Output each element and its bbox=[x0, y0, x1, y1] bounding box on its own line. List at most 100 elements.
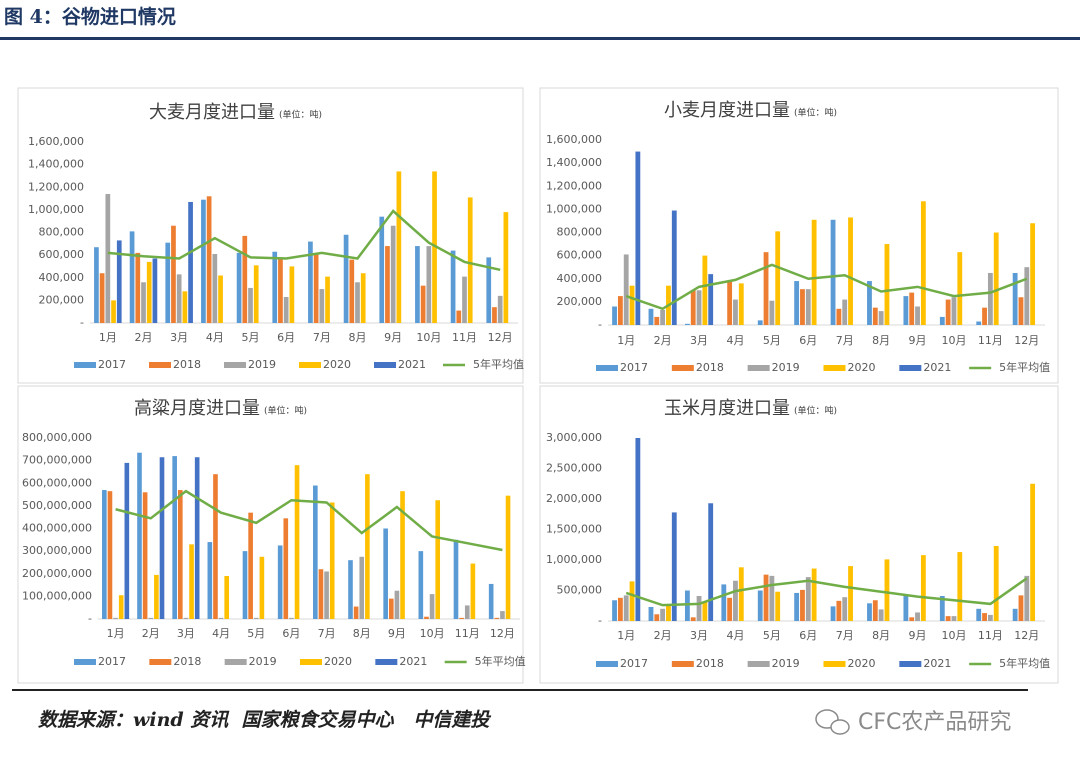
bar bbox=[450, 250, 456, 323]
x-tick-label: 12月 bbox=[1014, 334, 1039, 347]
bar bbox=[467, 197, 473, 323]
header-rule bbox=[0, 37, 1080, 40]
y-tick-label: 1,200,000 bbox=[28, 180, 84, 193]
chart-subtitle: (单位：吨) bbox=[279, 109, 322, 121]
bar bbox=[987, 614, 993, 621]
average-line bbox=[115, 489, 503, 552]
bar bbox=[253, 617, 259, 619]
bar bbox=[503, 212, 509, 323]
legend-swatch bbox=[74, 659, 96, 665]
legend-swatch bbox=[596, 365, 618, 371]
bar bbox=[915, 612, 920, 621]
bar bbox=[492, 307, 497, 323]
x-tick-label: 11月 bbox=[455, 627, 480, 640]
y-tick-label: - bbox=[598, 614, 602, 627]
x-tick-label: 10月 bbox=[420, 627, 445, 640]
bar bbox=[152, 258, 158, 323]
chart-subtitle: (单位：吨) bbox=[794, 405, 837, 417]
y-tick-label: 1,400,000 bbox=[546, 156, 602, 169]
legend-label: 2021 bbox=[398, 358, 426, 371]
bar bbox=[248, 287, 253, 323]
bar bbox=[920, 555, 926, 621]
y-tick-label: 100,000,000 bbox=[22, 589, 92, 602]
bar bbox=[794, 281, 800, 325]
bar bbox=[805, 577, 811, 621]
bar bbox=[201, 199, 206, 323]
bar bbox=[867, 281, 872, 325]
x-tick-label: 8月 bbox=[872, 629, 890, 642]
bar bbox=[218, 275, 223, 323]
x-tick-label: 7月 bbox=[836, 629, 854, 642]
y-tick-label: 400,000 bbox=[557, 272, 603, 285]
bar bbox=[289, 617, 294, 619]
legend-label: 2018 bbox=[173, 655, 201, 668]
bar bbox=[660, 608, 666, 621]
bar bbox=[459, 617, 464, 619]
bar bbox=[283, 518, 289, 619]
bar bbox=[884, 559, 890, 621]
bar bbox=[224, 576, 230, 619]
watermark: CFC农产品研究 bbox=[858, 710, 1011, 735]
bar bbox=[111, 300, 116, 323]
legend-swatch bbox=[374, 362, 396, 368]
bar bbox=[721, 584, 727, 621]
x-tick-label: 6月 bbox=[282, 627, 300, 640]
bar bbox=[775, 231, 781, 325]
bar bbox=[194, 457, 200, 619]
bar bbox=[248, 512, 253, 619]
legend-label: 2018 bbox=[173, 358, 201, 371]
legend-swatch bbox=[299, 362, 321, 368]
bar bbox=[289, 266, 295, 323]
bar bbox=[763, 574, 769, 621]
bar bbox=[872, 600, 878, 621]
panel bbox=[17, 385, 524, 684]
y-tick-label: 800,000 bbox=[557, 226, 603, 239]
bar bbox=[1012, 272, 1018, 325]
y-tick-label: 800,000 bbox=[39, 226, 85, 239]
x-tick-label: 4月 bbox=[212, 627, 230, 640]
bar bbox=[738, 283, 744, 325]
bar bbox=[349, 259, 355, 323]
bar bbox=[635, 438, 641, 621]
legend-swatch bbox=[375, 659, 398, 665]
y-tick-label: - bbox=[80, 316, 84, 329]
y-tick-label: 300,000,000 bbox=[22, 544, 92, 557]
bar bbox=[129, 231, 135, 323]
bar bbox=[207, 542, 213, 619]
bar bbox=[242, 235, 248, 323]
bar bbox=[878, 311, 884, 325]
bar bbox=[505, 495, 511, 619]
bar bbox=[388, 598, 394, 619]
bar bbox=[769, 300, 775, 325]
x-tick-label: 2月 bbox=[135, 331, 153, 344]
x-tick-label: 1月 bbox=[99, 331, 117, 344]
bar bbox=[671, 210, 677, 325]
bar bbox=[684, 323, 690, 325]
chart-subtitle: (单位：吨) bbox=[264, 405, 307, 417]
panel bbox=[539, 87, 1059, 384]
bar bbox=[982, 613, 987, 621]
legend-swatch bbox=[823, 365, 846, 371]
bar bbox=[359, 556, 365, 619]
x-tick-label: 4月 bbox=[726, 629, 744, 642]
bar bbox=[432, 171, 437, 323]
legend-label: 2021 bbox=[399, 655, 427, 668]
x-tick-label: 2月 bbox=[142, 627, 160, 640]
chart-title: 高粱月度进口量 bbox=[134, 398, 260, 419]
bar bbox=[867, 603, 872, 621]
bar bbox=[135, 252, 141, 323]
bar bbox=[1024, 575, 1030, 621]
x-tick-label: 7月 bbox=[313, 331, 331, 344]
y-tick-label: 400,000 bbox=[39, 271, 85, 284]
panel bbox=[539, 385, 1059, 684]
bar bbox=[800, 589, 805, 621]
x-tick-label: 9月 bbox=[909, 334, 927, 347]
bar bbox=[462, 276, 467, 323]
bar bbox=[213, 474, 218, 619]
bar bbox=[424, 616, 429, 619]
y-tick-label: 600,000 bbox=[39, 248, 85, 261]
y-tick-label: 2,000,000 bbox=[546, 492, 602, 505]
y-tick-label: 1,400,000 bbox=[28, 158, 84, 171]
bar bbox=[708, 274, 714, 325]
